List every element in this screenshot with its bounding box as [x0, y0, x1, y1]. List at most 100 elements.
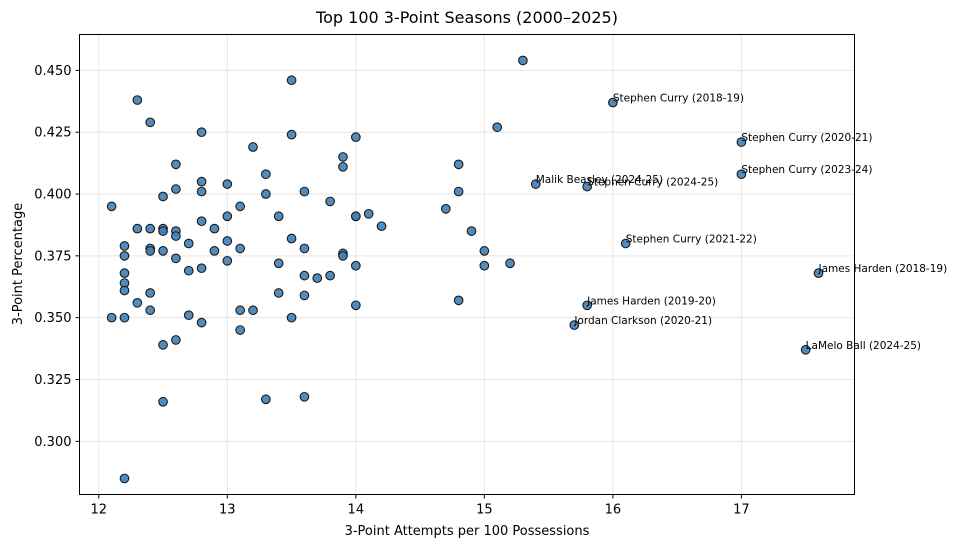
data-point: [145, 223, 156, 234]
point-annotation: Stephen Curry (2018-19): [613, 93, 744, 105]
y-tick-label: 0.350: [34, 311, 71, 326]
chart-title: Top 100 3-Point Seasons (2000–2025): [315, 8, 618, 27]
data-point: [299, 270, 310, 281]
data-point: [350, 211, 361, 222]
y-axis-ticks: 0.300 0.325 0.350 0.375 0.400 0.425 0.450: [34, 64, 80, 450]
data-point: [171, 253, 181, 264]
x-tick-label: 14: [348, 503, 365, 518]
data-point: [196, 263, 207, 274]
data-point: [736, 169, 747, 180]
data-point: [132, 95, 143, 105]
data-point: [813, 268, 824, 279]
y-tick-label: 0.325: [34, 373, 71, 388]
data-point: [505, 258, 515, 269]
y-tick-label: 0.450: [34, 64, 71, 79]
data-point: [158, 191, 168, 202]
point-annotation: James Harden (2018-19): [818, 263, 948, 275]
data-point: [196, 176, 207, 187]
data-point: [196, 216, 207, 227]
data-point: [158, 246, 168, 256]
data-point: [286, 75, 297, 86]
data-point: [582, 300, 593, 311]
data-point: [299, 243, 310, 254]
data-point: [376, 221, 387, 232]
data-point: [466, 226, 477, 236]
plot-frame: [79, 34, 855, 495]
data-point: [158, 226, 168, 236]
point-annotation: Malik Beasley (2024-25): [536, 174, 663, 186]
data-point: [145, 305, 156, 316]
x-axis-ticks: 12 13 14 15 16 17: [91, 494, 750, 518]
data-point: [479, 260, 490, 271]
data-point: [338, 161, 348, 172]
data-point: [299, 391, 310, 402]
data-point: [119, 285, 130, 296]
data-point: [145, 288, 156, 298]
y-tick-label: 0.400: [34, 188, 71, 203]
data-point: [248, 305, 258, 316]
data-point: [286, 233, 297, 244]
data-point: [492, 122, 503, 133]
x-tick-label: 15: [476, 503, 493, 518]
x-tick-label: 13: [219, 503, 236, 518]
grid-lines: [79, 34, 855, 495]
data-point: [145, 246, 156, 256]
data-point: [350, 260, 361, 271]
data-point: [132, 297, 143, 308]
data-point: [196, 317, 207, 328]
data-point: [119, 241, 130, 251]
data-point: [350, 132, 361, 142]
data-point: [479, 246, 490, 256]
data-point: [569, 320, 580, 330]
x-axis-label: 3-Point Attempts per 100 Possessions: [345, 524, 590, 539]
data-point: [235, 305, 246, 316]
data-point: [183, 265, 194, 276]
data-point: [171, 159, 181, 170]
point-annotation: Jordan Clarkson (2020-21): [573, 315, 712, 327]
data-point: [119, 473, 130, 484]
x-tick-label: 17: [733, 503, 750, 518]
y-tick-label: 0.375: [34, 249, 71, 264]
data-points: [106, 55, 824, 484]
y-tick-label: 0.425: [34, 126, 71, 141]
data-point: [222, 255, 233, 266]
data-point: [286, 312, 297, 323]
x-tick-label: 16: [605, 503, 622, 518]
data-point: [325, 270, 335, 281]
data-point: [518, 55, 528, 66]
data-point: [106, 201, 117, 212]
data-point: [209, 223, 220, 234]
data-point: [132, 223, 143, 234]
data-point: [299, 186, 310, 197]
data-point: [261, 169, 271, 180]
data-point: [183, 310, 194, 321]
point-annotation: Stephen Curry (2021-22): [626, 233, 757, 245]
point-annotation: James Harden (2019-20): [586, 295, 716, 307]
y-tick-label: 0.300: [34, 435, 71, 450]
data-point: [286, 129, 297, 140]
data-point: [325, 196, 335, 207]
data-point: [338, 250, 348, 261]
y-axis-label: 3-Point Percentage: [11, 203, 26, 326]
data-point: [312, 273, 323, 283]
data-point: [222, 236, 233, 246]
data-point: [453, 159, 464, 170]
data-point: [209, 246, 220, 256]
data-point: [158, 340, 168, 350]
data-point: [800, 344, 811, 355]
data-point: [171, 335, 181, 345]
data-point: [235, 201, 246, 212]
point-annotations: Malik Beasley (2024-25) Jordan Clarkson (…: [536, 93, 947, 352]
data-point: [363, 208, 374, 219]
data-point: [145, 117, 156, 128]
data-point: [183, 238, 194, 249]
data-point: [119, 312, 130, 323]
data-point: [530, 179, 541, 189]
point-annotation: Stephen Curry (2024-25): [587, 177, 718, 189]
point-annotation: Stephen Curry (2023-24): [741, 164, 872, 176]
data-point: [222, 179, 233, 189]
data-point: [261, 394, 271, 405]
data-point: [235, 243, 246, 254]
data-point: [453, 186, 464, 197]
